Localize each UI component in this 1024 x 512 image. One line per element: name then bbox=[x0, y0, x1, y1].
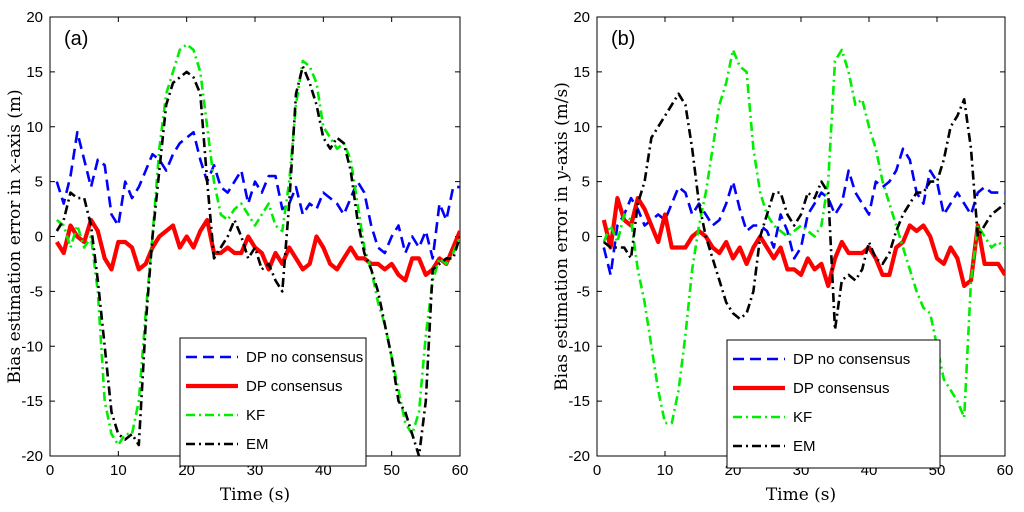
chart-0-ytick-label: -5 bbox=[30, 283, 43, 300]
chart-0-y-axis-label-part: -axis (m) bbox=[5, 89, 25, 163]
chart-1-series-em bbox=[602, 92, 1005, 332]
chart-0-xtick-label: 50 bbox=[383, 462, 400, 479]
chart-1-legend-label-dp-consensus: DP consensus bbox=[793, 380, 889, 397]
chart-1-panel-label: (b) bbox=[611, 28, 635, 50]
chart-1-ytick-label: 10 bbox=[573, 119, 590, 136]
chart-0-y-axis-label-part: x bbox=[5, 163, 25, 173]
chart-1-series-dp-consensus bbox=[601, 196, 1005, 288]
chart-1-y-axis-label: Bias estimation error in y-axis (m/s) bbox=[552, 82, 572, 391]
chart-0-panel-label: (a) bbox=[64, 28, 88, 50]
chart-0-xtick-label: 60 bbox=[452, 462, 469, 479]
chart-0-y-axis-label: Bias estimation error in x-axis (m) bbox=[5, 89, 25, 383]
chart-1-ytick-label: -10 bbox=[568, 338, 590, 355]
panel-b: 0 10 20 30 40 50 60-20-15-10-505101520(b)Time … bbox=[552, 9, 1013, 505]
chart-0-ytick-label: 0 bbox=[35, 229, 43, 246]
chart-0-ytick-label: 5 bbox=[35, 174, 43, 191]
chart-1-ytick-label: 20 bbox=[573, 9, 590, 26]
chart-1-ytick-label: 0 bbox=[582, 229, 590, 246]
chart-0-x-axis-label: Time (s) bbox=[220, 485, 290, 505]
chart-1-legend-label-dp-no-consensus: DP no consensus bbox=[793, 351, 910, 368]
chart-1-legend-label-kf: KF bbox=[793, 409, 812, 426]
chart-1-ytick-label: 15 bbox=[573, 64, 590, 81]
chart-1-y-axis-label-part: y bbox=[552, 171, 572, 182]
chart-0-ytick-label: -20 bbox=[21, 448, 43, 465]
chart-1-xtick-label: 10 bbox=[657, 462, 674, 479]
chart-0-legend-label-dp-no-consensus: DP no consensus bbox=[246, 349, 363, 366]
chart-0-legend-label-dp-consensus: DP consensus bbox=[246, 378, 342, 395]
chart-0-series-dp-no-consensus bbox=[55, 130, 460, 260]
chart-1-legend-box bbox=[726, 339, 941, 469]
chart-1-y-axis-label-part: -axis (m/s) bbox=[552, 82, 572, 171]
chart-0-xtick-label: 0 bbox=[46, 462, 54, 479]
chart-1-x-axis-label: Time (s) bbox=[766, 485, 836, 505]
chart-0-ytick-label: -10 bbox=[21, 338, 43, 355]
chart-0-ytick-label: 20 bbox=[26, 9, 43, 26]
chart-1-y-axis-label-part: Bias estimation error in bbox=[552, 181, 572, 391]
chart-0-xtick-label: 10 bbox=[110, 462, 127, 479]
chart-0-legend-label-kf: KF bbox=[246, 407, 265, 424]
chart-0-ytick-label: 10 bbox=[26, 119, 43, 136]
chart-1-ytick-label: 5 bbox=[582, 174, 590, 191]
chart-1-ytick-label: -15 bbox=[568, 393, 590, 410]
chart-1-ytick-label: -20 bbox=[568, 448, 590, 465]
chart-1-ytick-label: -5 bbox=[577, 283, 590, 300]
chart-1-xtick-label: 0 bbox=[593, 462, 601, 479]
chart-1-xtick-label: 60 bbox=[997, 462, 1014, 479]
chart-0-ytick-label: -15 bbox=[21, 393, 43, 410]
panel-a: 0 10 20 30 40 50 60-20-15-10-505101520(a)Time … bbox=[5, 9, 468, 505]
chart-0-series-em bbox=[55, 65, 460, 456]
chart-1-legend-label-em: EM bbox=[793, 438, 816, 455]
chart-0-legend-label-em: EM bbox=[246, 436, 269, 453]
chart-0-series-dp-consensus bbox=[55, 217, 460, 283]
chart-1-series-dp-no-consensus bbox=[602, 147, 1005, 277]
chart-0-ytick-label: 15 bbox=[26, 64, 43, 81]
chart-0-y-axis-label-part: Bias estimation error in bbox=[5, 173, 25, 383]
chart-0-series-kf bbox=[55, 43, 460, 447]
chart-1-series-kf bbox=[602, 48, 1005, 425]
